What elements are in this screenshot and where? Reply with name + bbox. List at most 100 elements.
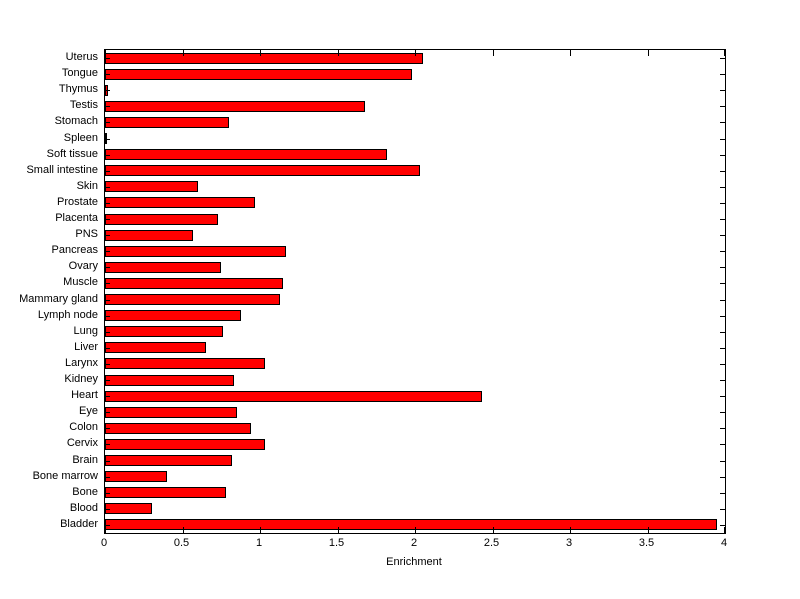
- x-tick-mark: [338, 527, 339, 533]
- y-tick-label-eye: Eye: [79, 405, 98, 418]
- bar-bone-marrow: [105, 471, 167, 483]
- x-tick-label-3: 3: [565, 537, 573, 549]
- y-tick-mark: [105, 300, 110, 301]
- x-tick-mark: [183, 50, 184, 56]
- y-tick-label-colon: Colon: [69, 421, 98, 434]
- y-tick-label-prostate: Prostate: [57, 195, 98, 208]
- y-tick-mark: [720, 219, 725, 220]
- y-tick-label-uterus: Uterus: [65, 51, 98, 64]
- bar-spleen: [105, 133, 107, 145]
- y-tick-mark: [105, 316, 110, 317]
- bar-placenta: [105, 213, 219, 225]
- y-tick-label-mammary-gland: Mammary gland: [19, 292, 98, 305]
- y-tick-mark: [105, 155, 110, 156]
- y-tick-label-placenta: Placenta: [55, 212, 98, 225]
- x-tick-mark: [724, 527, 725, 533]
- y-tick-mark: [720, 348, 725, 349]
- y-tick-label-pns: PNS: [75, 228, 98, 241]
- bar-eye: [105, 406, 237, 418]
- y-tick-mark: [105, 219, 110, 220]
- x-tick-label-3-5: 3.5: [638, 537, 655, 549]
- y-tick-label-small-intestine: Small intestine: [26, 163, 98, 176]
- y-tick-label-liver: Liver: [74, 340, 98, 353]
- y-tick-mark: [105, 477, 110, 478]
- bar-muscle: [105, 277, 284, 289]
- y-tick-mark: [720, 58, 725, 59]
- y-tick-mark: [105, 139, 110, 140]
- y-tick-mark: [720, 122, 725, 123]
- bar-tongue: [105, 68, 412, 80]
- y-tick-label-testis: Testis: [69, 99, 98, 112]
- x-tick-label-2: 2: [410, 537, 418, 549]
- y-tick-mark: [720, 380, 725, 381]
- y-tick-label-thymus: Thymus: [58, 83, 98, 96]
- y-tick-label-muscle: Muscle: [63, 276, 98, 289]
- y-tick-mark: [105, 412, 110, 413]
- y-tick-label-tongue: Tongue: [61, 67, 98, 80]
- bar-soft-tissue: [105, 149, 388, 161]
- y-axis-tick-labels: Uterus Tongue Thymus Testis Stomach Spleen Sof…: [0, 49, 98, 532]
- y-tick-mark: [105, 364, 110, 365]
- bar-kidney: [105, 374, 234, 386]
- x-tick-mark: [183, 527, 184, 533]
- bar-lymph-node: [105, 310, 242, 322]
- x-tick-mark: [415, 527, 416, 533]
- bar-stomach: [105, 116, 229, 128]
- y-tick-label-stomach: Stomach: [54, 115, 98, 128]
- y-tick-mark: [105, 187, 110, 188]
- x-tick-label-0-5: 0.5: [173, 537, 190, 549]
- x-tick-label-4: 4: [720, 537, 728, 549]
- y-tick-mark: [720, 187, 725, 188]
- y-tick-mark: [720, 412, 725, 413]
- bar-ovary: [105, 261, 222, 273]
- bar-prostate: [105, 197, 256, 209]
- y-tick-mark: [720, 90, 725, 91]
- y-tick-mark: [720, 251, 725, 252]
- bar-bone: [105, 487, 226, 499]
- y-tick-mark: [105, 283, 110, 284]
- y-tick-mark: [105, 428, 110, 429]
- x-axis-title: Enrichment: [386, 556, 442, 568]
- y-tick-mark: [720, 235, 725, 236]
- y-tick-mark: [105, 348, 110, 349]
- y-tick-mark: [105, 74, 110, 75]
- y-tick-mark: [720, 267, 725, 268]
- y-tick-mark: [720, 106, 725, 107]
- y-tick-label-pancreas: Pancreas: [51, 244, 98, 257]
- bar-uterus: [105, 52, 423, 64]
- x-tick-mark: [493, 527, 494, 533]
- bar-mammary-gland: [105, 294, 281, 306]
- y-tick-mark: [720, 525, 725, 526]
- bar-skin: [105, 181, 198, 193]
- y-tick-mark: [105, 509, 110, 510]
- bar-lung: [105, 326, 223, 338]
- y-tick-mark: [105, 525, 110, 526]
- y-tick-label-kidney: Kidney: [64, 373, 98, 386]
- bar-small-intestine: [105, 165, 420, 177]
- y-tick-label-heart: Heart: [71, 389, 98, 402]
- y-tick-mark: [105, 90, 110, 91]
- y-tick-label-lymph-node: Lymph node: [37, 308, 98, 321]
- y-tick-label-bone-marrow: Bone marrow: [32, 469, 98, 482]
- y-tick-mark: [105, 332, 110, 333]
- y-tick-mark: [105, 171, 110, 172]
- y-tick-label-soft-tissue: Soft tissue: [46, 147, 98, 160]
- y-tick-mark: [105, 235, 110, 236]
- x-tick-mark: [648, 50, 649, 56]
- y-tick-mark: [105, 380, 110, 381]
- y-tick-mark: [720, 203, 725, 204]
- y-tick-mark: [720, 300, 725, 301]
- y-tick-mark: [720, 332, 725, 333]
- x-tick-mark: [570, 527, 571, 533]
- y-tick-label-larynx: Larynx: [64, 356, 98, 369]
- y-tick-label-bladder: Bladder: [60, 517, 98, 530]
- x-tick-mark: [724, 50, 725, 56]
- y-tick-mark: [720, 155, 725, 156]
- y-tick-mark: [720, 171, 725, 172]
- bar-bladder: [105, 519, 718, 531]
- y-tick-mark: [105, 461, 110, 462]
- bar-testis: [105, 100, 366, 112]
- x-tick-mark: [415, 50, 416, 56]
- x-tick-mark: [570, 50, 571, 56]
- x-tick-label-1: 1: [255, 537, 263, 549]
